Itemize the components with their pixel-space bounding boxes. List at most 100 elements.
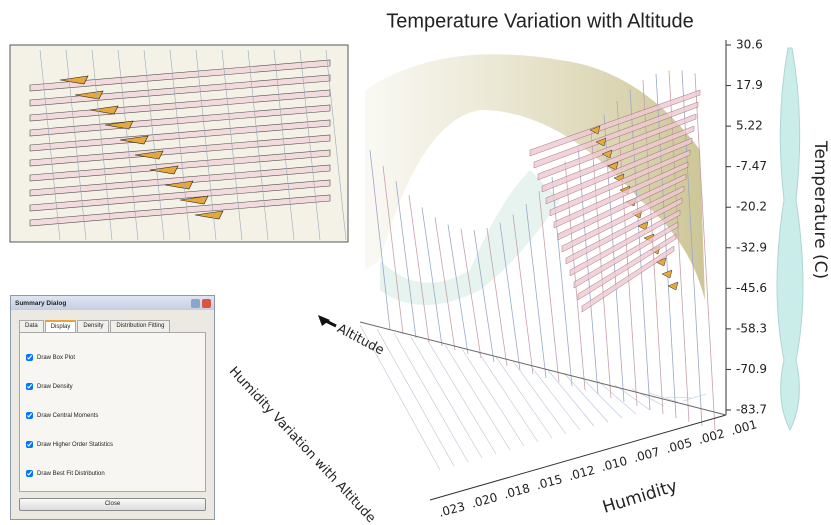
- inset-ribbon: [29, 59, 331, 92]
- help-button[interactable]: [191, 298, 200, 308]
- sample-line: [382, 165, 404, 335]
- ribbon: [557, 173, 687, 241]
- option-row: Draw Best Fit Distribution: [26, 459, 199, 488]
- floor-line: [393, 332, 469, 463]
- option-label: Draw Higher Order Statistics: [37, 441, 114, 448]
- close-window-button[interactable]: [202, 298, 211, 308]
- inset-detail: [29, 49, 347, 241]
- arrow-glyph: [601, 149, 613, 159]
- humidity-tick-label: .007: [632, 445, 661, 465]
- summary-dialog: Summary Dialog Data Display Density Distrib…: [10, 295, 215, 520]
- floor-line: [359, 324, 441, 471]
- ribbon: [577, 233, 677, 301]
- ribbon: [581, 245, 675, 313]
- side-label: Humidity Variation with Altitude: [226, 364, 378, 525]
- humidity-tick-label: .010: [599, 454, 628, 474]
- floor-line: [631, 388, 665, 407]
- sample-line: [369, 149, 391, 331]
- sample-line: [694, 73, 716, 431]
- tab[interactable]: Density: [77, 320, 110, 332]
- inset-arrow: [194, 210, 224, 220]
- floor-line: [648, 392, 679, 403]
- temperature-tick-label: -32.9: [736, 240, 767, 254]
- dialog-titlebar: Summary Dialog: [11, 296, 214, 310]
- window-buttons: [191, 298, 211, 308]
- sample-line: [460, 228, 482, 359]
- sample-line: [499, 222, 521, 371]
- floor-line: [495, 356, 553, 439]
- checkbox[interactable]: [26, 470, 33, 477]
- ribbon: [569, 209, 681, 277]
- inset-arrow: [134, 150, 164, 160]
- sample-line: [590, 129, 612, 399]
- temperature-tick-label: -20.2: [736, 200, 767, 214]
- arrow-glyph: [637, 221, 649, 231]
- floor-line: [376, 328, 455, 467]
- density-cloud: [365, 54, 705, 301]
- floor-line: [546, 368, 595, 427]
- checkbox[interactable]: [26, 383, 33, 390]
- arrow-glyph: [595, 137, 607, 147]
- inset-arrow: [164, 180, 194, 190]
- ribbon: [541, 125, 695, 193]
- option-label: Draw Central Moments: [37, 412, 99, 419]
- inset-arrow: [149, 165, 179, 175]
- humidity-tick-label: .018: [502, 481, 531, 501]
- inset-grid: [299, 49, 321, 241]
- floor-line: [597, 380, 637, 415]
- sample-line: [668, 70, 690, 423]
- sample-line: [486, 227, 508, 367]
- floor-line: [563, 372, 609, 423]
- humidity-tick-label: .002: [697, 426, 726, 446]
- inset-grid: [117, 49, 139, 241]
- option-row: Draw Higher Order Statistics: [26, 430, 199, 459]
- inset-grid: [169, 49, 191, 241]
- floor-line: [665, 396, 693, 399]
- temperature-axis-label: Temperature (C): [810, 140, 830, 279]
- inset-grid: [247, 49, 269, 241]
- altitude-arrow-shaft: [319, 316, 337, 328]
- humidity-tick-label: .020: [470, 490, 499, 510]
- tab[interactable]: Distribution Fitting: [110, 320, 171, 332]
- inset-grid: [39, 49, 61, 241]
- arrow-glyph: [607, 161, 619, 171]
- floor-line: [427, 340, 497, 455]
- temperature-tick-label: -83.7: [736, 403, 767, 417]
- ribbon: [549, 149, 691, 217]
- checkbox[interactable]: [26, 354, 33, 361]
- floor-line: [580, 376, 623, 419]
- floor-line: [682, 393, 707, 402]
- inset-grid: [65, 49, 87, 241]
- close-button[interactable]: Close: [19, 498, 206, 511]
- floor-line: [461, 348, 525, 447]
- option-row: Draw Density: [26, 372, 199, 401]
- ribbon: [553, 161, 689, 229]
- humidity-tick-label: .012: [567, 463, 596, 483]
- density-band: [380, 170, 560, 305]
- inset-arrow: [74, 90, 104, 100]
- floor-line: [512, 360, 567, 435]
- inset-grid: [91, 49, 113, 241]
- tab[interactable]: Display: [44, 320, 77, 332]
- inset-arrow: [59, 75, 89, 85]
- option-row: Draw Central Moments: [26, 401, 199, 430]
- tab[interactable]: Data: [19, 320, 44, 332]
- temperature-violin: [776, 47, 804, 432]
- temperature-tick-label: -70.9: [736, 362, 767, 376]
- inset-grid: [273, 49, 295, 241]
- inset-grid: [143, 49, 165, 241]
- inset-grid: [195, 49, 217, 241]
- checkbox[interactable]: [26, 412, 33, 419]
- temperature-tick-label: 17.9: [736, 78, 763, 92]
- option-label: Draw Best Fit Distribution: [37, 470, 105, 477]
- ribbon: [533, 101, 699, 169]
- sample-line: [408, 195, 430, 343]
- humidity-axis: [429, 414, 727, 501]
- temperature-tick-label: -7.47: [736, 159, 767, 173]
- sample-line: [538, 191, 560, 383]
- checkbox[interactable]: [26, 441, 33, 448]
- inset-ribbon: [29, 164, 331, 197]
- floor-line: [529, 364, 581, 431]
